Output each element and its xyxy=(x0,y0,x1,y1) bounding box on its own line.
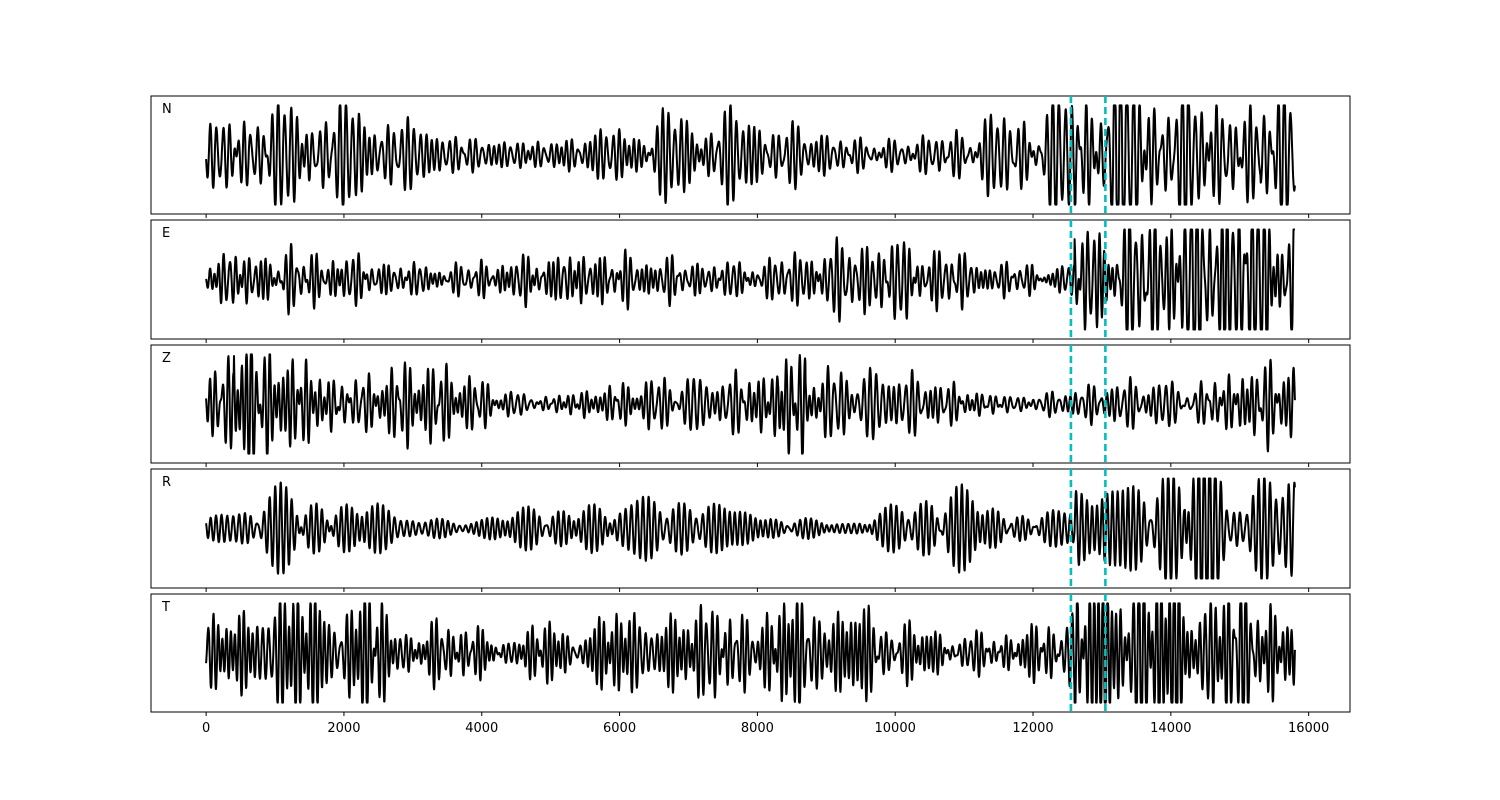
trace-t xyxy=(205,602,1296,704)
x-tick-label: 16000 xyxy=(1288,721,1329,736)
channel-label: R xyxy=(162,475,171,490)
panel-frame xyxy=(150,344,1351,464)
channel-label: T xyxy=(161,600,170,615)
x-tick-label: 6000 xyxy=(603,721,636,736)
panel-frame xyxy=(150,468,1351,589)
panel-r: R xyxy=(150,468,1351,592)
panel-t: T xyxy=(150,593,1351,716)
panel-frame xyxy=(150,95,1351,215)
trace-e xyxy=(205,228,1296,331)
x-tick-label: 8000 xyxy=(741,721,774,736)
panel-frame xyxy=(150,593,1351,713)
panel-e: E xyxy=(150,219,1351,343)
channel-label: N xyxy=(162,102,172,117)
trace-r xyxy=(205,477,1296,580)
x-tick-label: 2000 xyxy=(327,721,360,736)
channel-label: Z xyxy=(162,351,171,366)
x-tick-label: 12000 xyxy=(1012,721,1053,736)
panel-n: N xyxy=(150,95,1351,218)
x-tick-label: 4000 xyxy=(465,721,498,736)
trace-z xyxy=(205,353,1296,455)
panel-frame xyxy=(150,219,1351,340)
trace-n xyxy=(205,104,1296,206)
x-tick-label: 10000 xyxy=(875,721,916,736)
x-tick-label: 0 xyxy=(202,721,210,736)
x-tick-label: 14000 xyxy=(1150,721,1191,736)
channel-label: E xyxy=(162,226,170,241)
panel-z: Z xyxy=(150,344,1351,467)
